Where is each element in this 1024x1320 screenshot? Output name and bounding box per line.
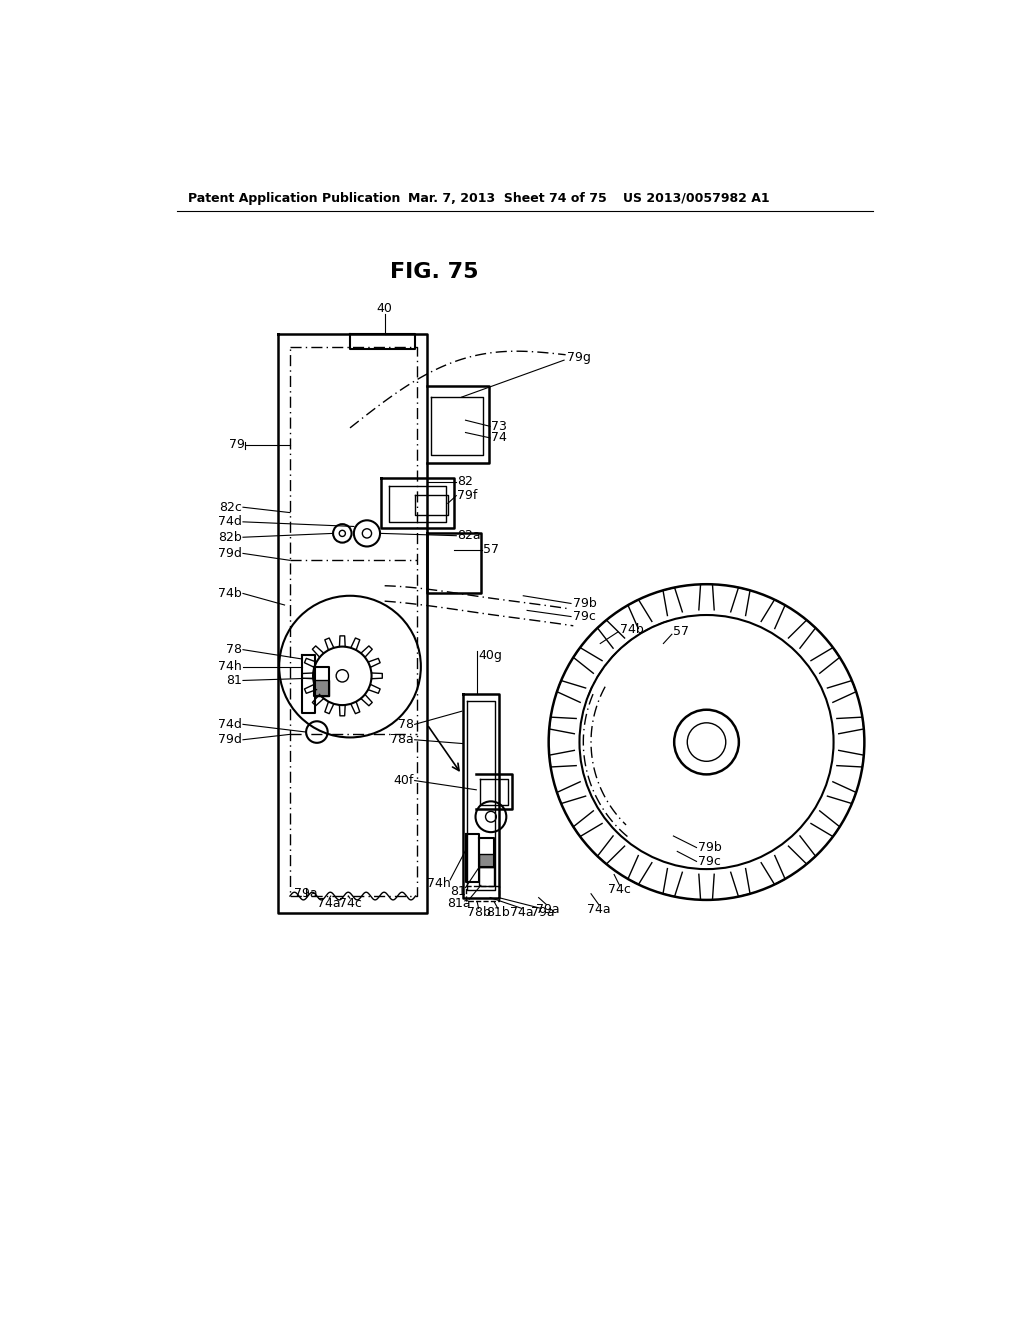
- Text: 74a: 74a: [587, 903, 610, 916]
- Text: 79d: 79d: [218, 546, 243, 560]
- Bar: [313, 681, 330, 696]
- Text: 82b: 82b: [218, 531, 243, 544]
- Text: 74d: 74d: [218, 515, 243, 528]
- Text: 79c: 79c: [698, 855, 721, 869]
- Text: 82a: 82a: [457, 529, 480, 543]
- Text: 81a: 81a: [447, 898, 471, 911]
- Text: 74: 74: [490, 432, 507, 445]
- Text: 78a: 78a: [390, 733, 414, 746]
- Text: 78: 78: [226, 643, 243, 656]
- Text: 40g: 40g: [478, 648, 503, 661]
- Text: 79a: 79a: [294, 887, 317, 900]
- Text: 81: 81: [226, 675, 243, 686]
- Text: 74h: 74h: [218, 660, 243, 673]
- Text: 82c: 82c: [219, 500, 243, 513]
- Text: 74h: 74h: [427, 878, 451, 890]
- Text: 74b: 74b: [218, 587, 243, 601]
- Text: 79a: 79a: [530, 907, 554, 920]
- Text: 79f: 79f: [457, 490, 477, 502]
- Text: 74b: 74b: [620, 623, 643, 636]
- Text: 78b: 78b: [467, 907, 490, 920]
- Text: 74a: 74a: [510, 907, 534, 920]
- Text: 74a: 74a: [317, 898, 341, 911]
- Text: 81: 81: [450, 884, 466, 898]
- Text: 57: 57: [674, 626, 689, 639]
- Text: 79b: 79b: [698, 841, 722, 854]
- Text: 79b: 79b: [572, 597, 596, 610]
- Bar: [478, 854, 494, 867]
- Text: 79c: 79c: [572, 610, 595, 623]
- Text: 74d: 74d: [218, 718, 243, 731]
- Text: 74c: 74c: [608, 883, 631, 896]
- Text: 40: 40: [377, 302, 392, 315]
- Text: 74c: 74c: [339, 898, 361, 911]
- Text: 40f: 40f: [393, 774, 414, 787]
- Text: 57: 57: [483, 543, 500, 556]
- Text: 79d: 79d: [218, 733, 243, 746]
- Text: 82: 82: [457, 475, 473, 488]
- Text: 79g: 79g: [567, 351, 591, 363]
- Text: FIG. 75: FIG. 75: [390, 263, 479, 282]
- Text: Patent Application Publication: Patent Application Publication: [188, 191, 400, 205]
- Text: 73: 73: [490, 420, 507, 433]
- Text: 79a: 79a: [537, 903, 560, 916]
- Text: Mar. 7, 2013  Sheet 74 of 75: Mar. 7, 2013 Sheet 74 of 75: [408, 191, 606, 205]
- Text: 81b: 81b: [486, 907, 510, 920]
- Text: 78: 78: [398, 718, 414, 731]
- Text: US 2013/0057982 A1: US 2013/0057982 A1: [624, 191, 770, 205]
- Text: 79: 79: [228, 438, 245, 451]
